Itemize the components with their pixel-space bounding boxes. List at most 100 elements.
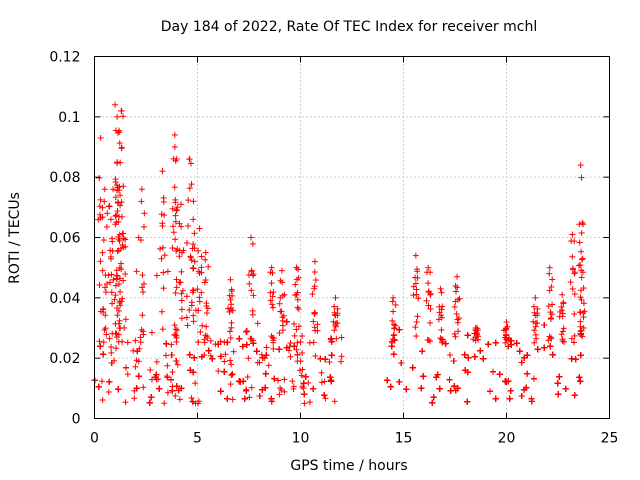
data-point [254,320,261,327]
data-point [322,395,329,402]
data-point [228,372,235,379]
data-point [299,366,306,373]
data-point [327,376,334,383]
data-point [326,359,333,366]
data-point [224,339,231,346]
data-point [147,367,154,374]
data-point [243,328,250,335]
data-point [215,367,222,374]
data-point [99,397,106,404]
data-point [207,337,214,344]
data-point [168,341,175,348]
data-point [287,353,294,360]
data-point [124,371,131,378]
data-point [97,343,104,350]
data-point [188,395,195,402]
data-point [236,335,243,342]
data-point [246,394,253,401]
data-point [135,373,142,380]
data-point [301,400,308,407]
data-point [155,376,162,383]
chart-title: Day 184 of 2022, Rate Of TEC Index for r… [161,19,537,35]
data-point [164,362,171,369]
data-point [286,343,293,350]
data-point [168,352,175,359]
data-point [146,399,153,406]
data-point [321,378,328,385]
data-point [95,383,102,390]
data-point [132,337,139,344]
data-point [243,387,250,394]
data-point [112,345,119,352]
data-point [108,349,115,356]
data-point [195,400,202,407]
data-point [164,374,171,381]
data-point [161,400,168,407]
data-point [312,352,319,359]
data-point [281,376,288,383]
data-point [306,399,313,406]
data-point [108,343,115,350]
data-point [164,268,171,275]
data-point [328,352,335,359]
data-point [222,351,229,358]
data-point [186,351,193,358]
grid-layer [94,56,610,419]
data-point [270,345,277,352]
data-point [106,203,113,210]
data-point [218,353,225,360]
data-point [276,391,283,398]
data-point [281,388,288,395]
data-point [133,268,140,275]
data-point [227,381,234,388]
data-point [275,377,282,384]
data-point [248,384,255,391]
data-point [191,354,198,361]
data-point [299,333,306,340]
data-point [174,361,181,368]
data-point [153,272,160,279]
data-point [298,372,305,379]
data-point [321,392,328,399]
data-point [123,364,130,371]
data-point [148,394,155,401]
data-point [322,356,329,363]
data-point [241,395,248,402]
data-point [124,339,131,346]
data-point [299,350,306,357]
data-point [100,351,107,358]
data-point [164,389,171,396]
data-point [163,340,170,347]
data-point [237,378,244,385]
data-point [289,378,296,385]
data-point [205,347,212,354]
data-point [230,348,237,355]
data-point [297,338,304,345]
data-point [209,355,216,362]
data-point [217,388,224,395]
data-point [115,386,122,393]
data-point [318,369,325,376]
data-point [228,361,235,368]
data-point [294,339,301,346]
data-point [133,357,140,364]
data-point [229,396,236,403]
data-point [283,318,290,325]
data-point [169,369,176,376]
data-point [221,368,228,375]
data-point [244,374,251,381]
data-point [106,378,113,385]
data-point [310,385,317,392]
data-point [207,352,214,359]
data-point [256,393,263,400]
data-point [192,380,199,387]
data-point [172,392,179,399]
data-point [131,395,138,402]
data-point [105,388,112,395]
data-point [262,370,269,377]
data-point [331,398,338,405]
data-point [296,367,303,374]
data-point [293,346,300,353]
data-point [176,396,183,403]
